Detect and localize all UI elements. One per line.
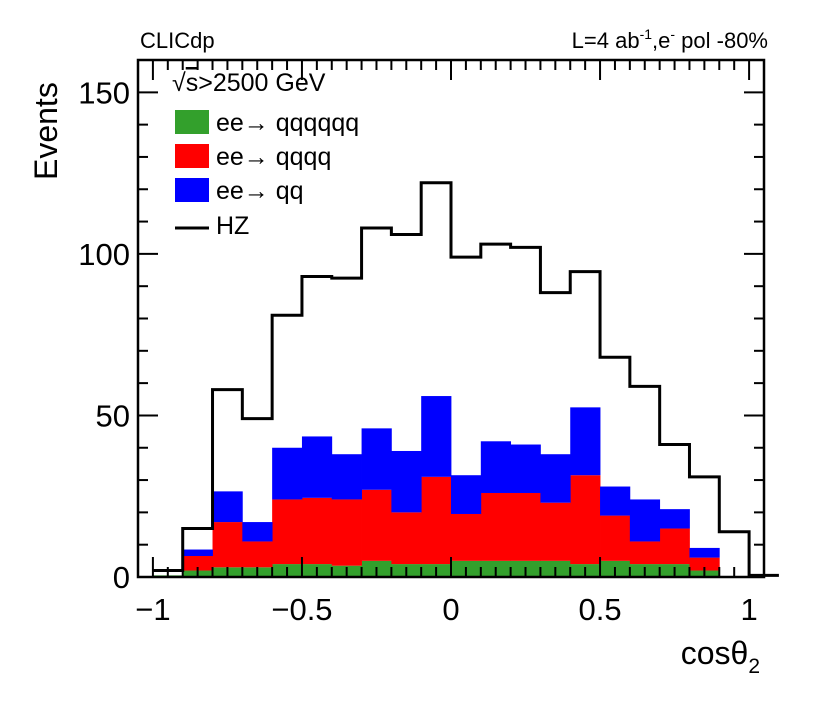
legend-header: √s>2500 GeV bbox=[172, 69, 326, 97]
y-tick-label: 150 bbox=[78, 75, 130, 110]
sqrt-symbol: √ bbox=[172, 69, 186, 97]
bar-2-16 bbox=[629, 499, 661, 542]
legend: √s>2500 GeV ee→ qqqqqq ee→ qqqq ee→ qq H… bbox=[172, 69, 359, 240]
bar-1-6 bbox=[331, 499, 362, 566]
legend-label-qqqq: ee→ qqqq bbox=[216, 143, 331, 171]
bar-2-2 bbox=[212, 491, 243, 523]
legend-swatch-qqqqqq bbox=[175, 110, 209, 134]
bar-2-5 bbox=[301, 436, 333, 498]
bar-1-4 bbox=[272, 499, 303, 565]
bar-2-12 bbox=[510, 444, 541, 493]
bar-2-9 bbox=[421, 396, 452, 477]
x-tick-label: −1 bbox=[135, 592, 170, 627]
x-tick-label: 0.5 bbox=[578, 592, 621, 627]
bar-1-16 bbox=[629, 541, 661, 565]
bar-1-2 bbox=[212, 522, 243, 568]
legend-swatch-qq bbox=[175, 178, 209, 202]
x-tick-label: 0 bbox=[442, 592, 459, 627]
x-tick-label: −0.5 bbox=[271, 592, 332, 627]
bar-2-10 bbox=[451, 475, 482, 514]
bar-2-4 bbox=[272, 447, 303, 500]
bar-2-15 bbox=[600, 486, 631, 516]
bar-1-14 bbox=[570, 475, 601, 565]
lumi-prefix: L=4 ab bbox=[572, 28, 640, 53]
bar-2-8 bbox=[391, 450, 422, 513]
bar-2-11 bbox=[480, 441, 512, 493]
bar-1-10 bbox=[451, 513, 482, 561]
legend-swatch-qqqq bbox=[175, 144, 209, 168]
hz-step-line bbox=[152, 181, 779, 577]
bar-1-9 bbox=[421, 476, 452, 565]
y-axis-title: Events bbox=[28, 82, 64, 180]
bar-1-1 bbox=[182, 555, 213, 571]
bar-1-17 bbox=[659, 528, 690, 565]
sqrt-s: s bbox=[186, 69, 199, 97]
bar-2-18 bbox=[689, 547, 720, 558]
bar-1-12 bbox=[510, 492, 541, 561]
bar-2-7 bbox=[361, 428, 392, 490]
bar-1-15 bbox=[600, 515, 631, 561]
legend-label-qqqqqq: ee→ qqqqqq bbox=[216, 109, 359, 137]
axis-ticks bbox=[138, 59, 764, 578]
bar-1-7 bbox=[361, 489, 392, 561]
luminosity-label: L=4 ab-1,e- pol -80% bbox=[572, 26, 768, 53]
legend-label-qq: ee→ qq bbox=[216, 177, 304, 205]
x-axis-title-base: cosθ bbox=[681, 635, 749, 671]
lumi-exponent: -1 bbox=[640, 26, 653, 42]
bar-1-11 bbox=[480, 492, 512, 561]
bar-2-14 bbox=[570, 407, 601, 476]
bar-1-5 bbox=[301, 497, 333, 565]
experiment-label: CLICdp bbox=[140, 28, 215, 53]
bar-2-13 bbox=[540, 454, 571, 503]
y-tick-label: 100 bbox=[78, 237, 130, 272]
legend-label-hz: HZ bbox=[216, 212, 249, 240]
y-tick-label: 0 bbox=[113, 560, 130, 595]
bar-1-8 bbox=[391, 512, 422, 565]
pol-superscript: - bbox=[670, 26, 675, 42]
bar-2-17 bbox=[659, 509, 690, 529]
x-tick-label: 1 bbox=[740, 592, 757, 627]
lumi-mid: ,e bbox=[652, 28, 670, 53]
bar-2-6 bbox=[331, 454, 362, 500]
lumi-suffix: pol -80% bbox=[675, 28, 768, 53]
x-axis-title-sub: 2 bbox=[748, 655, 760, 678]
stacked-bars bbox=[152, 396, 720, 577]
bar-2-3 bbox=[242, 522, 273, 542]
bar-1-3 bbox=[242, 541, 273, 568]
bar-2-1 bbox=[182, 549, 213, 556]
energy-cut: >2500 GeV bbox=[198, 69, 326, 97]
x-axis-title: cosθ2 bbox=[681, 635, 760, 678]
y-tick-label: 50 bbox=[96, 398, 130, 433]
bar-1-18 bbox=[689, 557, 720, 571]
tick-labels: −1 −0.5 0 0.5 1 0 50 100 150 bbox=[78, 75, 757, 627]
bar-1-13 bbox=[540, 502, 571, 561]
hz-overlay bbox=[152, 181, 779, 577]
